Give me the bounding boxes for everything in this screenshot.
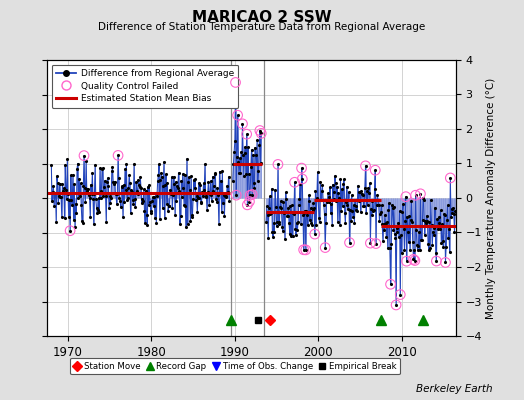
Point <box>371 167 379 173</box>
Point <box>416 190 424 197</box>
Point <box>372 240 380 247</box>
Y-axis label: Monthly Temperature Anomaly Difference (°C): Monthly Temperature Anomaly Difference (… <box>486 77 496 319</box>
Point <box>402 258 411 264</box>
Point <box>299 246 308 253</box>
Point <box>231 79 239 86</box>
Point <box>441 259 450 266</box>
Point <box>290 179 299 186</box>
Point <box>366 240 375 246</box>
Point <box>411 257 419 264</box>
Point <box>256 127 264 134</box>
Point <box>321 244 330 251</box>
Point <box>80 152 88 159</box>
Point <box>396 291 405 298</box>
Point <box>345 239 354 246</box>
Point <box>298 176 307 182</box>
Point <box>274 161 282 168</box>
Legend: Station Move, Record Gap, Time of Obs. Change, Empirical Break: Station Move, Record Gap, Time of Obs. C… <box>70 358 400 374</box>
Point <box>238 121 247 127</box>
Point <box>446 175 454 181</box>
Point <box>301 247 310 253</box>
Point <box>409 256 418 262</box>
Point <box>362 163 370 169</box>
Point <box>243 202 252 208</box>
Point <box>245 198 254 205</box>
Point <box>257 130 266 136</box>
Point <box>392 302 400 308</box>
Point <box>232 192 241 198</box>
Point <box>243 131 251 137</box>
Text: MARICAO 2 SSW: MARICAO 2 SSW <box>192 10 332 25</box>
Point <box>298 165 306 171</box>
Point <box>248 191 256 198</box>
Point <box>386 281 395 288</box>
Point <box>66 228 74 234</box>
Point <box>401 194 410 200</box>
Point <box>114 152 122 159</box>
Point <box>432 258 441 264</box>
Point <box>246 192 254 198</box>
Point <box>311 231 319 237</box>
Text: Difference of Station Temperature Data from Regional Average: Difference of Station Temperature Data f… <box>99 22 425 32</box>
Text: Berkeley Earth: Berkeley Earth <box>416 384 493 394</box>
Point <box>233 112 242 118</box>
Point <box>411 192 420 198</box>
